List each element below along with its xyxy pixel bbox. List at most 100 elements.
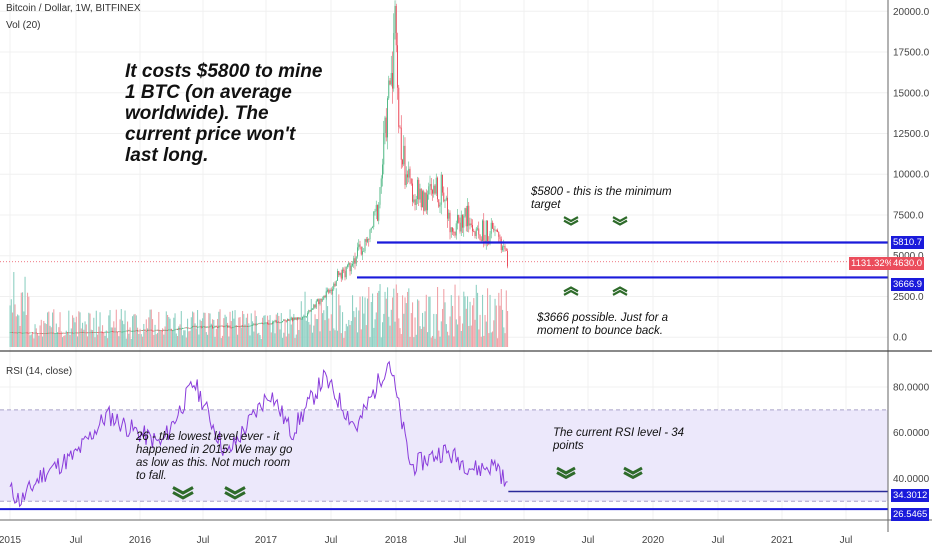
volume-bar xyxy=(288,333,290,347)
volume-bar xyxy=(79,312,81,347)
volume-bar xyxy=(435,314,437,347)
candle-down xyxy=(504,246,506,250)
candle-down xyxy=(33,332,35,334)
volume-bar xyxy=(39,325,41,347)
arrow-markers xyxy=(172,216,643,500)
candle-down xyxy=(505,249,507,251)
candle-up xyxy=(125,330,127,332)
candle-down xyxy=(150,329,152,331)
volume-bar xyxy=(494,298,496,347)
volume-bar xyxy=(130,338,132,347)
volume-bar xyxy=(232,310,234,347)
candle-down xyxy=(215,325,217,328)
candle-up xyxy=(372,226,373,228)
volume-bar xyxy=(383,313,385,347)
volume-bar xyxy=(358,310,360,347)
candle-up xyxy=(52,332,53,334)
candle-down xyxy=(247,326,248,327)
x-tick-label: 2015 xyxy=(0,535,22,546)
candle-down xyxy=(343,269,345,272)
candle-down xyxy=(338,271,340,276)
volume-bar xyxy=(274,333,276,347)
volume-bar xyxy=(120,309,122,347)
volume-bar xyxy=(348,319,350,347)
candle-up xyxy=(49,332,51,334)
price-candles xyxy=(9,0,508,335)
volume-bar xyxy=(283,332,285,347)
volume-bar xyxy=(27,292,29,347)
volume-bar xyxy=(422,312,424,347)
candle-down xyxy=(92,332,93,334)
volume-bar xyxy=(363,313,365,347)
volume-bars xyxy=(9,272,509,347)
candle-up xyxy=(183,327,185,329)
volume-bar xyxy=(88,312,90,347)
volume-bar xyxy=(388,316,390,347)
x-tick-label: 2019 xyxy=(513,535,536,546)
candle-up xyxy=(245,326,247,327)
volume-bar xyxy=(110,327,112,347)
candle-up xyxy=(22,332,23,334)
volume-bar xyxy=(134,313,136,347)
candle-up xyxy=(352,263,353,266)
double-chevron-down-icon xyxy=(224,491,246,500)
volume-bar xyxy=(390,309,392,347)
volume-bar xyxy=(492,331,494,347)
candle-down xyxy=(349,262,351,272)
candle-down xyxy=(19,332,21,334)
candle-down xyxy=(72,332,73,334)
volume-bar xyxy=(479,314,481,347)
candle-up xyxy=(457,214,458,224)
candle-up xyxy=(427,194,428,211)
candle-up xyxy=(429,184,431,187)
volume-bar xyxy=(354,317,356,347)
candle-down xyxy=(39,332,41,334)
candle-up xyxy=(475,228,477,236)
volume-bar xyxy=(414,317,416,347)
volume-bar xyxy=(387,287,389,347)
candle-up xyxy=(313,304,315,309)
candle-down xyxy=(292,317,293,321)
candle-up xyxy=(408,168,410,178)
volume-bar xyxy=(482,294,484,347)
candle-up xyxy=(258,323,260,325)
volume-bar xyxy=(330,314,332,347)
candle-down xyxy=(32,332,33,334)
candle-up xyxy=(105,331,107,333)
volume-bar xyxy=(249,335,251,347)
volume-bar xyxy=(418,300,420,347)
volume-bar xyxy=(323,310,325,347)
volume-bar xyxy=(193,312,195,347)
volume-bar xyxy=(355,307,357,347)
candle-up xyxy=(469,223,471,226)
volume-bar xyxy=(233,318,235,347)
volume-bar xyxy=(52,312,54,347)
volume-bar xyxy=(175,333,177,347)
volume-bar xyxy=(372,293,374,347)
x-tick-label: Jul xyxy=(454,535,467,546)
volume-bar xyxy=(338,294,340,347)
volume-bar xyxy=(402,295,404,347)
volume-bar xyxy=(195,328,197,347)
candle-up xyxy=(319,299,321,304)
candle-up xyxy=(44,333,46,335)
candle-up xyxy=(163,329,165,331)
candle-up xyxy=(384,117,386,133)
double-chevron-down-icon xyxy=(224,486,246,495)
volume-bar xyxy=(409,336,411,347)
rsi-current-tag: 34.3012 xyxy=(891,489,930,502)
volume-bar xyxy=(129,327,131,347)
volume-bar xyxy=(463,291,465,347)
volume-bar xyxy=(114,327,116,347)
candle-up xyxy=(325,291,327,298)
volume-bar xyxy=(12,312,14,347)
candle-up xyxy=(243,326,245,327)
volume-bar xyxy=(48,311,50,347)
volume-bar xyxy=(83,329,85,347)
volume-bar xyxy=(160,330,162,347)
volume-bar xyxy=(394,321,396,347)
candle-up xyxy=(157,329,158,331)
volume-bar xyxy=(64,335,66,347)
candle-up xyxy=(240,325,242,327)
